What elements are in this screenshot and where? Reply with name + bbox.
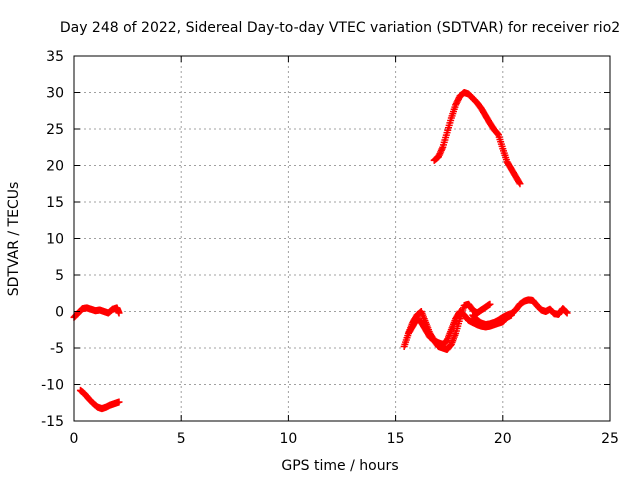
data-point [486, 300, 494, 308]
data-point [516, 180, 524, 188]
chart-title: Day 248 of 2022, Sidereal Day-to-day VTE… [60, 20, 620, 36]
y-tick-label: 25 [46, 122, 64, 138]
x-tick-label: 25 [601, 431, 619, 447]
y-tick-label: 10 [46, 232, 64, 248]
y-tick-label: 5 [55, 268, 64, 284]
axis-ticks [73, 55, 611, 422]
x-tick-label: 5 [177, 431, 186, 447]
x-tick-label: 20 [494, 431, 512, 447]
y-tick-label: 30 [46, 86, 64, 102]
tick-labels: 0 5 10 15 20 25 -15 -10 -5 0 5 10 15 20 25 30 35 [41, 49, 619, 447]
x-tick-label: 15 [387, 431, 405, 447]
y-axis-label: SDTVAR / TECUs [6, 182, 22, 297]
series-early-lower [76, 386, 123, 413]
series-late-c [469, 296, 571, 329]
x-axis-label: GPS time / hours [281, 458, 398, 474]
y-tick-label: -5 [50, 341, 64, 357]
grid-lines [74, 56, 610, 421]
series-arc-high [430, 89, 524, 188]
y-tick-label: 0 [55, 305, 64, 321]
y-tick-label: 15 [46, 195, 64, 211]
data-point [115, 309, 123, 317]
series-early-upper [70, 304, 123, 321]
y-tick-label: -10 [41, 378, 64, 394]
data-points [70, 89, 571, 413]
y-tick-label: -15 [41, 414, 64, 430]
data-point [563, 309, 571, 317]
y-tick-label: 20 [46, 159, 64, 175]
x-tick-label: 10 [279, 431, 297, 447]
y-tick-label: 35 [46, 49, 64, 65]
x-tick-label: 0 [70, 431, 79, 447]
data-point [115, 398, 123, 406]
